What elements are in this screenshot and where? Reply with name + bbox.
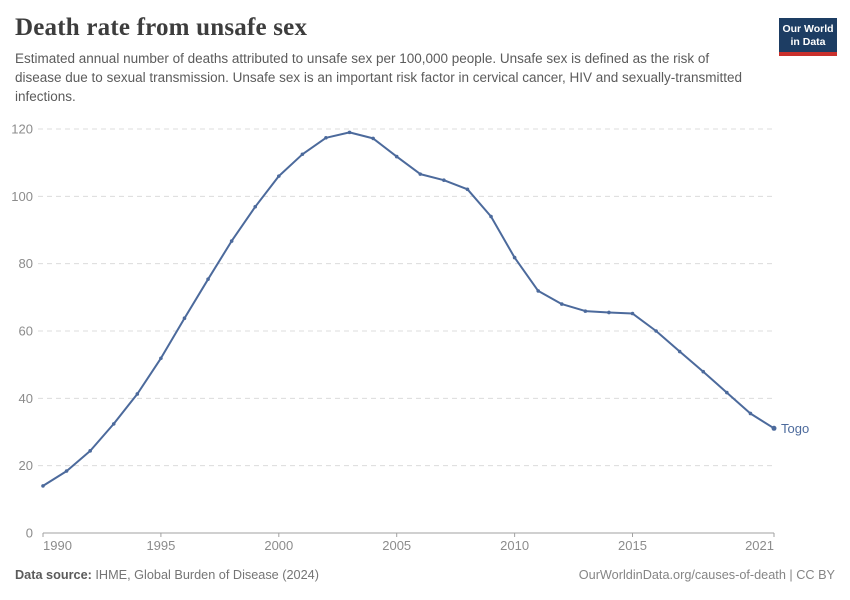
data-point	[512, 255, 517, 260]
data-point	[630, 311, 635, 316]
data-source-note: Data source: IHME, Global Burden of Dise…	[15, 567, 319, 583]
entity-label-togo: Togo	[781, 421, 809, 436]
data-point	[371, 136, 375, 141]
data-point	[324, 135, 328, 140]
data-point	[300, 152, 305, 157]
y-axis-label: 100	[11, 189, 33, 204]
data-point	[725, 390, 729, 395]
y-axis-label: 20	[19, 458, 33, 473]
data-source-value: IHME, Global Burden of Disease (2024)	[95, 568, 319, 582]
x-axis-label: 2010	[500, 538, 529, 553]
owid-logo: Our World in Data	[779, 18, 837, 56]
data-point	[442, 178, 446, 182]
data-source-label: Data source:	[15, 568, 96, 582]
y-axis-label: 80	[19, 256, 33, 271]
y-axis-label: 0	[26, 526, 33, 541]
data-point	[701, 369, 706, 374]
data-point	[206, 277, 210, 281]
chart-header: Death rate from unsafe sex Estimated ann…	[15, 14, 837, 106]
x-axis-label: 1990	[43, 538, 72, 553]
data-point	[394, 154, 399, 159]
x-axis-label: 2005	[382, 538, 411, 553]
chart-title: Death rate from unsafe sex	[15, 14, 308, 41]
chart-subtitle: Estimated annual number of deaths attrib…	[15, 51, 743, 104]
data-point	[489, 214, 493, 219]
data-point	[654, 329, 658, 333]
chart-footer: Data source: IHME, Global Burden of Dise…	[15, 567, 835, 583]
x-axis-label: 2015	[618, 538, 647, 553]
data-point	[465, 187, 470, 192]
x-axis-label: 2021	[745, 538, 774, 553]
y-axis-label: 120	[11, 122, 33, 137]
data-point	[347, 130, 352, 135]
data-point	[64, 469, 69, 473]
data-point	[607, 310, 611, 315]
data-point	[536, 289, 540, 293]
data-point	[41, 484, 45, 488]
data-point	[88, 449, 92, 453]
data-point	[583, 309, 588, 313]
x-axis-label: 2000	[264, 538, 293, 553]
license-note: OurWorldinData.org/causes-of-death | CC …	[578, 568, 835, 582]
data-point	[418, 172, 423, 176]
data-point	[771, 425, 777, 431]
data-point	[135, 392, 140, 396]
data-point	[748, 411, 753, 416]
owid-logo-line1: Our World	[782, 23, 834, 35]
data-point	[677, 349, 682, 354]
data-point	[111, 422, 116, 426]
data-point	[277, 174, 281, 178]
data-point	[253, 204, 258, 209]
series-line-togo	[42, 131, 775, 487]
x-axis-label: 1995	[146, 538, 175, 553]
owid-logo-line2: in Data	[790, 35, 826, 48]
data-point	[159, 356, 163, 361]
y-axis-label: 40	[19, 391, 33, 406]
data-point	[559, 302, 564, 306]
data-point	[229, 239, 234, 243]
y-axis-label: 60	[19, 324, 33, 339]
data-point	[182, 316, 187, 321]
